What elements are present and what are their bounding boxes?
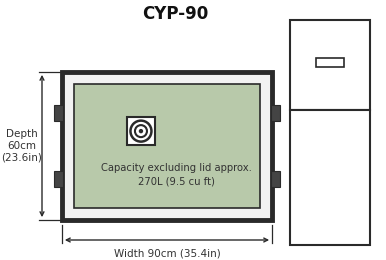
Text: Depth: Depth: [6, 129, 38, 139]
Bar: [290, 110, 370, 245]
Text: Capacity excluding lid approx.: Capacity excluding lid approx.: [101, 163, 252, 173]
Bar: [62, 72, 272, 220]
Bar: [290, 20, 370, 110]
Bar: [271, 171, 280, 187]
Text: 270L (9.5 cu ft): 270L (9.5 cu ft): [138, 176, 215, 186]
Bar: [271, 106, 280, 121]
Bar: [54, 106, 63, 121]
Bar: [127, 117, 155, 145]
Text: (23.6in): (23.6in): [2, 153, 42, 163]
Circle shape: [139, 130, 142, 133]
Text: Width 90cm (35.4in): Width 90cm (35.4in): [113, 248, 220, 258]
Text: CYP-90: CYP-90: [142, 5, 208, 23]
Bar: [316, 58, 344, 67]
Bar: [54, 171, 63, 187]
Bar: [74, 84, 260, 208]
Text: 60cm: 60cm: [7, 141, 37, 151]
